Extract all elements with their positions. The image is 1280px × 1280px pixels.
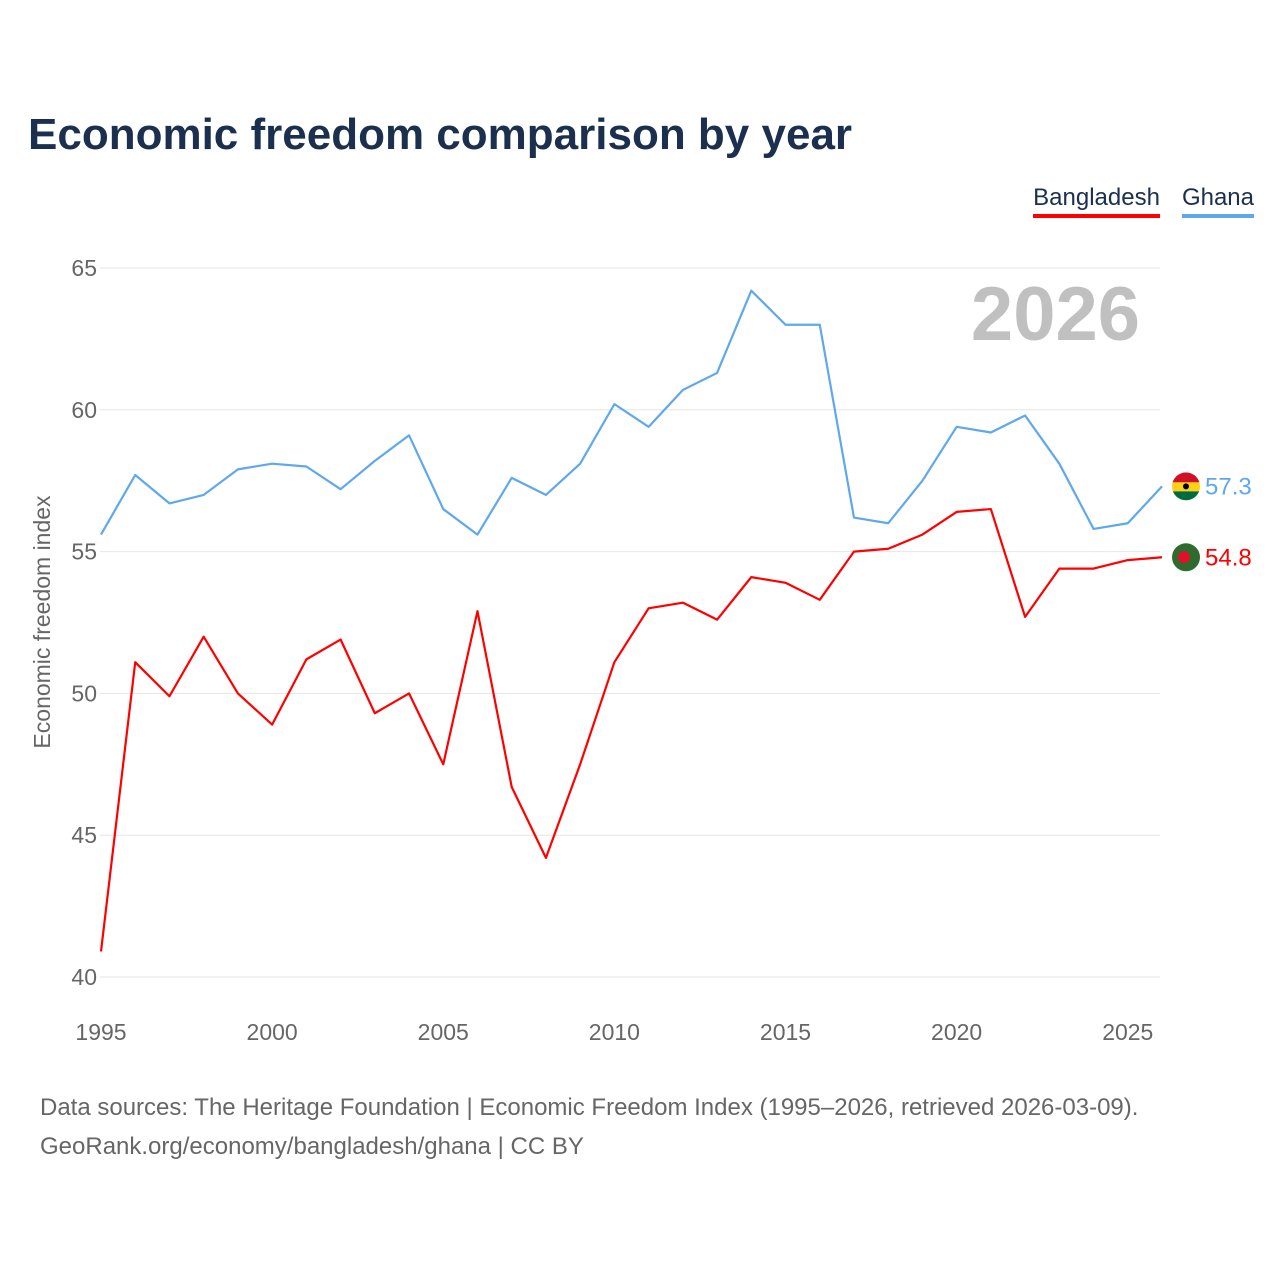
y-tick-label: 45 (71, 822, 97, 848)
source-note: Data sources: The Heritage Foundation | … (40, 1094, 1139, 1121)
flag-stripe-red (1172, 472, 1200, 483)
flag-ghana-icon (1172, 472, 1200, 501)
legend-ghana[interactable]: Ghana (1181, 184, 1254, 218)
legend: Bangladesh Ghana (1033, 184, 1254, 218)
y-tick-label: 60 (71, 397, 97, 423)
y-tick-label: 50 (71, 680, 97, 706)
flag-stripe-green (1172, 491, 1200, 501)
flag-bangladesh-icon (1172, 543, 1200, 572)
year-watermark: 2026 (971, 272, 1140, 357)
x-tick-label: 2000 (247, 1019, 298, 1045)
flag-disc (1178, 551, 1190, 564)
end-value-label-bangladesh: 54.8 (1205, 544, 1252, 571)
y-tick-label: 40 (71, 964, 97, 990)
y-tick-label: 55 (71, 539, 97, 565)
end-value-label-ghana: 57.3 (1205, 473, 1252, 500)
legend-bangladesh[interactable]: Bangladesh (1033, 184, 1160, 218)
y-axis-label: Economic freedom index (29, 495, 55, 749)
series-line-ghana (100, 289, 1163, 536)
flag-star (1183, 483, 1189, 490)
attribution-link[interactable]: GeoRank.org/economy/bangladesh/ghana | C… (40, 1133, 584, 1160)
x-tick-label: 2010 (589, 1019, 640, 1045)
x-tick-label: 2005 (418, 1019, 469, 1045)
flag-stripes (1172, 472, 1200, 501)
series-line-bangladesh (99, 507, 1163, 952)
x-tick-label: 2015 (760, 1019, 811, 1045)
x-tick-label: 2020 (931, 1019, 982, 1045)
y-tick-label: 65 (71, 255, 97, 281)
chart-title: Economic freedom comparison by year (28, 110, 853, 159)
footer: Data sources: The Heritage Foundation | … (40, 1088, 1138, 1166)
x-tick-label: 2025 (1102, 1019, 1153, 1045)
x-tick-label: 1995 (75, 1019, 126, 1045)
